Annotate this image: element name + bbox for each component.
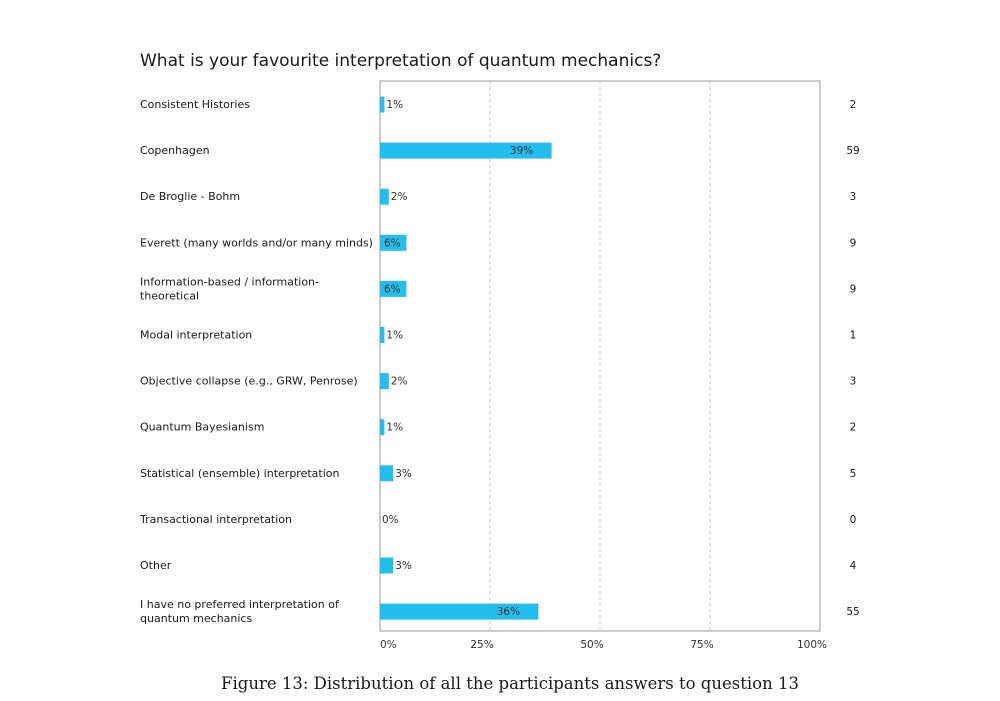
- count-label: 2: [850, 99, 857, 111]
- x-axis-ticks: 0% 25% 50% 75% 100%: [380, 639, 827, 651]
- bar: [380, 465, 394, 482]
- value-labels: 1% 39% 2% 6% 6% 1% 2% 1% 3% 0% 3% 36%: [382, 99, 533, 618]
- bar: [380, 96, 385, 113]
- category-label: Statistical (ensemble) interpretation: [140, 467, 340, 480]
- category-label: Other: [140, 559, 172, 572]
- x-tick-label: 75%: [690, 639, 713, 651]
- bar: [380, 373, 389, 390]
- count-label: 3: [850, 376, 857, 388]
- bar: [380, 188, 389, 205]
- category-label: Modal interpretation: [140, 329, 252, 342]
- bar-value-label: 1%: [386, 330, 403, 342]
- bar-value-label: 1%: [386, 99, 403, 111]
- x-tick-label: 0%: [380, 639, 397, 651]
- count-label: 4: [850, 560, 857, 572]
- x-tick-label: 25%: [470, 639, 493, 651]
- category-labels: Consistent Histories Copenhagen De Broglie…: [139, 98, 373, 625]
- category-label: I have no preferred interpretation of qua…: [140, 598, 340, 625]
- category-label: Objective collapse (e.g., GRW, Penrose): [140, 375, 358, 388]
- bars: [380, 96, 552, 620]
- plot-frame: [379, 80, 821, 632]
- count-label: 1: [850, 330, 857, 342]
- count-labels: 2 59 3 9 9 1 3 2 5 0 4 55: [846, 99, 859, 618]
- count-label: 5: [850, 468, 857, 480]
- count-label: 3: [850, 191, 857, 203]
- count-label: 9: [850, 237, 857, 249]
- bar-value-label: 6%: [384, 283, 401, 295]
- bar: [380, 142, 552, 159]
- x-tick-label: 100%: [797, 639, 827, 651]
- count-label: 2: [850, 422, 857, 434]
- category-label: De Broglie - Bohm: [140, 190, 240, 203]
- category-label: Transactional interpretation: [139, 513, 292, 526]
- bar: [380, 419, 385, 436]
- bar-value-label: 36%: [497, 606, 520, 618]
- count-label: 9: [850, 283, 857, 295]
- bar-value-label: 39%: [510, 145, 533, 157]
- category-label: Copenhagen: [140, 144, 210, 157]
- bar: [380, 603, 539, 620]
- bar-value-label: 2%: [391, 376, 408, 388]
- bar: [380, 280, 407, 297]
- bar-value-label: 6%: [384, 237, 401, 249]
- bar: [380, 557, 394, 574]
- bar: [380, 327, 385, 343]
- bar-value-label: 2%: [391, 191, 408, 203]
- bar: [380, 234, 407, 251]
- bar-value-label: 0%: [382, 514, 399, 526]
- category-label: Information-based / information-theoreti…: [140, 275, 319, 302]
- category-label: Consistent Histories: [140, 98, 250, 111]
- figure-caption: Figure 13: Distribution of all the parti…: [221, 674, 799, 693]
- category-label: Everett (many worlds and/or many minds): [140, 236, 373, 249]
- chart-title: What is your favourite interpretation of…: [140, 51, 661, 71]
- bar-value-label: 3%: [395, 560, 412, 572]
- category-label: Quantum Bayesianism: [140, 421, 264, 434]
- count-label: 59: [846, 145, 859, 157]
- bar-value-label: 3%: [395, 468, 412, 480]
- bar-value-label: 1%: [386, 422, 403, 434]
- count-label: 0: [850, 514, 857, 526]
- x-tick-label: 50%: [580, 639, 603, 651]
- count-label: 55: [846, 606, 859, 618]
- grid: [489, 81, 711, 631]
